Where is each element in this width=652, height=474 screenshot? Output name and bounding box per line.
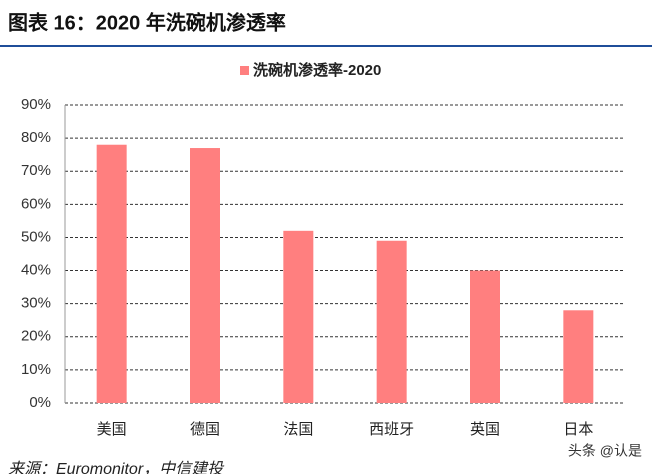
x-tick-label: 西班牙	[369, 421, 414, 438]
x-tick-label: 德国	[190, 420, 220, 438]
y-tick-label: 10%	[21, 361, 51, 378]
x-tick-label: 法国	[283, 421, 313, 438]
legend-label: 洗碗机渗透率-2020	[253, 61, 381, 79]
y-tick-label: 0%	[29, 394, 51, 411]
x-tick-label: 美国	[97, 421, 127, 438]
y-tick-label: 50%	[21, 228, 51, 245]
bar	[190, 148, 220, 403]
source-note: 来源：Euromonitor，中信建投	[8, 460, 225, 474]
y-tick-label: 80%	[21, 129, 51, 146]
watermark: 头条 @认是	[568, 443, 642, 459]
y-tick-label: 20%	[21, 328, 51, 345]
legend-swatch	[240, 66, 249, 75]
x-tick-label: 日本	[563, 421, 593, 438]
y-tick-label: 40%	[21, 262, 51, 279]
chart-title: 图表 16：2020 年洗碗机渗透率	[8, 10, 286, 34]
bar	[96, 144, 127, 403]
bar	[470, 270, 500, 403]
bar	[283, 230, 314, 403]
y-tick-label: 90%	[21, 96, 51, 113]
y-tick-label: 70%	[21, 162, 51, 179]
y-tick-label: 60%	[21, 195, 51, 212]
bar	[376, 240, 407, 403]
bar	[563, 310, 594, 403]
y-tick-label: 30%	[21, 295, 51, 312]
x-tick-label: 英国	[470, 420, 500, 438]
